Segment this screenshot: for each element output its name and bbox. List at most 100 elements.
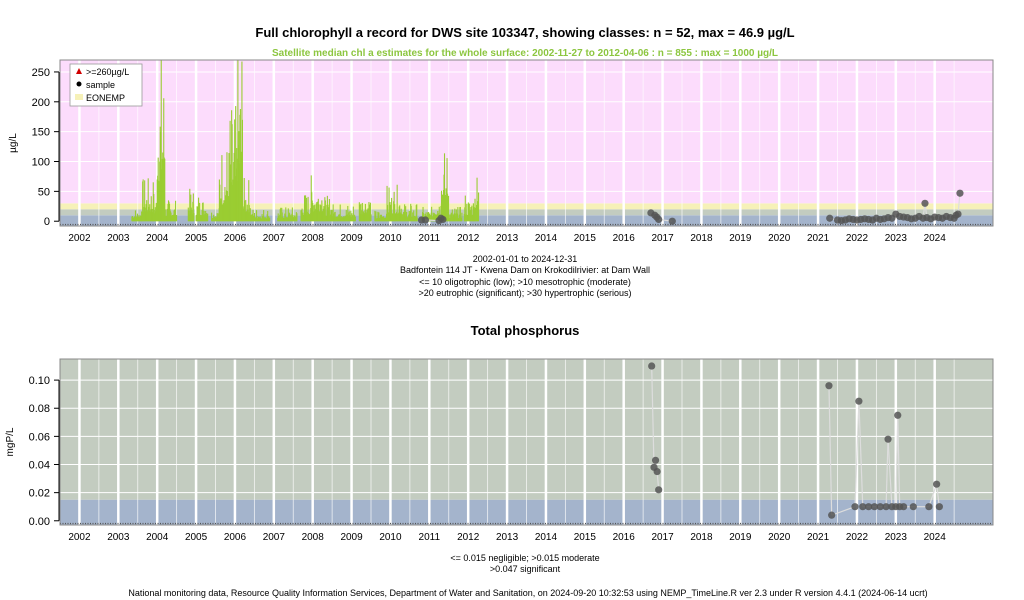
sample-point bbox=[882, 503, 890, 511]
chl-caption-line-2: Badfontein 114 JT - Kwena Dam on Krokodi… bbox=[400, 265, 650, 275]
triangle-icon bbox=[76, 68, 82, 74]
y-tick-label: 0 bbox=[44, 216, 50, 228]
legend-eonemp: EONEMP bbox=[86, 93, 125, 103]
sample-dot-icon bbox=[76, 81, 82, 87]
x-tick-label-2011: 2011 bbox=[419, 233, 441, 244]
x-tick-label-2019: 2019 bbox=[729, 532, 752, 543]
tp-caption-line-1: <= 0.015 negligible; >0.015 moderate bbox=[450, 553, 599, 563]
sample-connector bbox=[895, 415, 899, 507]
chl-y-axis: 0 50 100 150 200 250 bbox=[32, 67, 60, 228]
sample-point bbox=[933, 480, 941, 488]
legend-sample: sample bbox=[86, 80, 115, 90]
y-tick-label: 0.06 bbox=[29, 431, 50, 443]
x-tick-label-2020: 2020 bbox=[768, 532, 791, 543]
chl-x-axis: 2002 2003 2004 2005 2006 2007 2008 2009 2010 2011… bbox=[68, 233, 946, 244]
sample-point bbox=[909, 503, 917, 511]
x-tick-label-2012: 2012 bbox=[457, 233, 480, 244]
x-tick-label-2018: 2018 bbox=[690, 233, 713, 244]
sample-connector bbox=[831, 506, 856, 516]
chl-legend: >=260µg/L sample EONEMP bbox=[69, 63, 143, 107]
sample-point bbox=[826, 214, 834, 222]
y-tick-label: 150 bbox=[32, 127, 50, 139]
sample-connector bbox=[828, 385, 833, 516]
x-tick-label-2002: 2002 bbox=[68, 233, 91, 244]
chl-plot-frame bbox=[59, 59, 994, 227]
sample-point bbox=[954, 210, 962, 218]
y-tick-label: 0.04 bbox=[29, 460, 50, 472]
sample-connector bbox=[928, 484, 938, 507]
tp-caption: <= 0.015 negligible; >0.015 moderate >0.… bbox=[450, 553, 599, 574]
x-tick-label-2016: 2016 bbox=[613, 233, 636, 244]
sample-connector bbox=[651, 366, 655, 468]
sample-connector bbox=[854, 401, 860, 507]
x-tick-label-2021: 2021 bbox=[807, 532, 830, 543]
sample-point bbox=[439, 215, 447, 224]
chl-caption-line-4: >20 eutrophic (significant); >30 hypertr… bbox=[418, 288, 631, 298]
x-tick-label-2008: 2008 bbox=[302, 233, 325, 244]
sample-connector bbox=[897, 415, 901, 507]
x-tick-label-2012: 2012 bbox=[457, 532, 480, 543]
x-tick-label-2022: 2022 bbox=[846, 532, 869, 543]
tp-plot bbox=[59, 358, 994, 526]
x-tick-label-2021: 2021 bbox=[807, 233, 830, 244]
sample-point bbox=[925, 503, 933, 511]
chl-caption: 2002-01-01 to 2024-12-31 Badfontein 114 … bbox=[400, 254, 650, 298]
x-tick-label-2022: 2022 bbox=[846, 233, 869, 244]
legend-over-limit: >=260µg/L bbox=[86, 67, 129, 77]
sample-point bbox=[851, 503, 859, 511]
sample-connector bbox=[858, 401, 864, 507]
chl-satellite-bars bbox=[131, 60, 480, 222]
sample-point bbox=[828, 511, 836, 519]
sample-connector bbox=[887, 439, 893, 507]
sample-connector bbox=[936, 484, 940, 507]
sample-point bbox=[825, 382, 833, 390]
sample-point bbox=[653, 467, 661, 476]
x-tick-label-2003: 2003 bbox=[107, 532, 130, 543]
y-tick-label: 0.02 bbox=[29, 488, 50, 500]
x-tick-label-2018: 2018 bbox=[690, 532, 713, 543]
x-tick-label-2010: 2010 bbox=[379, 233, 402, 244]
x-tick-label-2007: 2007 bbox=[263, 532, 286, 543]
sample-point bbox=[884, 435, 892, 443]
tp-y-axis: 0.00 0.02 0.04 0.06 0.08 0.10 bbox=[29, 375, 60, 528]
x-tick-label-2009: 2009 bbox=[340, 233, 363, 244]
tp-plot-frame bbox=[59, 358, 994, 526]
x-tick-label-2023: 2023 bbox=[885, 532, 908, 543]
y-tick-label: 0.00 bbox=[29, 516, 50, 528]
sample-point bbox=[894, 411, 902, 419]
chl-y-label: µg/L bbox=[8, 133, 19, 153]
x-tick-label-2005: 2005 bbox=[185, 233, 208, 244]
x-tick-label-2015: 2015 bbox=[574, 532, 597, 543]
x-tick-label-2004: 2004 bbox=[146, 532, 169, 543]
x-tick-label-2019: 2019 bbox=[729, 233, 752, 244]
x-tick-label-2014: 2014 bbox=[535, 233, 558, 244]
y-tick-label: 0.10 bbox=[29, 375, 50, 387]
x-tick-label-2017: 2017 bbox=[651, 233, 674, 244]
sample-point bbox=[935, 503, 943, 511]
sample-connector bbox=[885, 439, 889, 507]
tp-sample-points bbox=[648, 362, 943, 519]
chl-caption-line-1: 2002-01-01 to 2024-12-31 bbox=[473, 254, 578, 264]
x-tick-label-2013: 2013 bbox=[496, 233, 519, 244]
y-tick-label: 100 bbox=[32, 157, 50, 169]
y-tick-label: 0.08 bbox=[29, 403, 50, 415]
x-tick-label-2006: 2006 bbox=[224, 233, 247, 244]
chl-title: Full chlorophyll a record for DWS site 1… bbox=[255, 25, 794, 40]
sample-point bbox=[899, 503, 908, 511]
chl-caption-line-3: <= 10 oligotrophic (low); >10 mesotrophi… bbox=[419, 277, 631, 287]
eonemp-swatch-icon bbox=[75, 94, 83, 100]
x-tick-label-2003: 2003 bbox=[107, 233, 130, 244]
x-tick-label-2024: 2024 bbox=[924, 532, 947, 543]
tp-y-label: mgP/L bbox=[5, 427, 16, 456]
chl-plot bbox=[59, 59, 994, 227]
sample-point bbox=[655, 486, 663, 494]
sample-point bbox=[865, 503, 873, 511]
sample-point bbox=[648, 362, 656, 370]
x-tick-label-2016: 2016 bbox=[613, 532, 636, 543]
tp-x-axis: 2002 2003 2004 2005 2006 2007 2008 2009 2010 2011… bbox=[68, 532, 946, 543]
chl-subtitle: Satellite median chl a estimates for the… bbox=[272, 48, 778, 59]
chl-sample-points bbox=[417, 189, 964, 225]
tp-caption-line-2: >0.047 significant bbox=[490, 564, 561, 574]
x-tick-label-2008: 2008 bbox=[302, 532, 325, 543]
x-tick-label-2009: 2009 bbox=[340, 532, 363, 543]
